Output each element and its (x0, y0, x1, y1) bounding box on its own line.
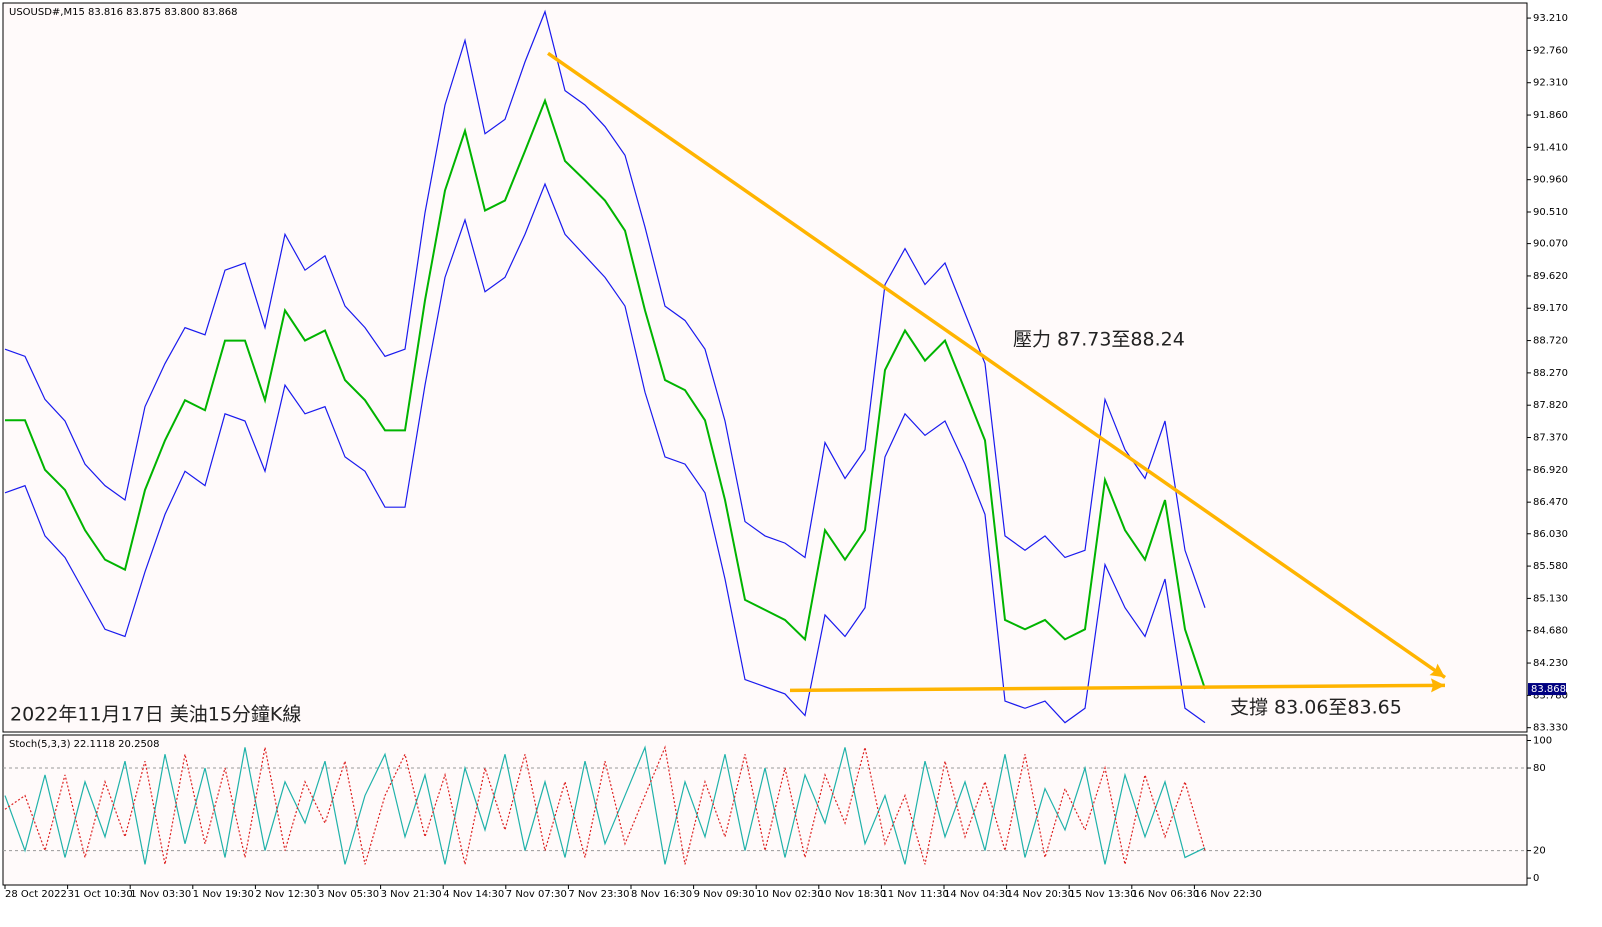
annotation: 2022年11月17日 美油15分鐘K線 (10, 704, 301, 726)
y-tick-label: 85.580 (1533, 561, 1568, 572)
last-price-box (1528, 683, 1566, 696)
trendline (547, 51, 1446, 679)
series-line (5, 97, 1206, 690)
panel-title: USOUSD#,M15 83.816 83.875 83.800 83.868 (9, 7, 238, 18)
x-tick-label: 9 Nov 09:30 (694, 889, 755, 900)
y-tick-label: 84.680 (1533, 626, 1568, 637)
x-tick-label: 28 Oct 2022 (5, 889, 67, 900)
trendline (789, 683, 1446, 693)
y-tick-label: 83.780 (1533, 690, 1568, 701)
y-tick-label: 87.370 (1533, 433, 1568, 444)
y-tick-label: 87.820 (1533, 400, 1568, 411)
y-tick-label: 86.030 (1533, 529, 1568, 540)
series-line (4, 745, 1206, 865)
series-line (4, 9, 1206, 608)
y-tick-label: 89.620 (1533, 271, 1568, 282)
y-tick-label: 80 (1533, 763, 1546, 774)
x-tick-label: 1 Nov 19:30 (193, 889, 254, 900)
x-tick-label: 14 Nov 20:30 (1007, 889, 1074, 900)
y-tick-label: 90.070 (1533, 239, 1568, 250)
annotation: 壓力 87.73至88.24 (1013, 329, 1185, 351)
y-tick-label: 20 (1533, 846, 1546, 857)
y-tick-label: 83.330 (1533, 723, 1568, 734)
last-price: 83.868 (1531, 684, 1566, 695)
x-tick-label: 10 Nov 02:30 (756, 889, 823, 900)
series-line (4, 182, 1206, 724)
y-tick-label: 91.860 (1533, 110, 1568, 121)
y-tick-label: 93.210 (1533, 13, 1568, 24)
x-tick-label: 1 Nov 03:30 (130, 889, 191, 900)
y-tick-label: 0 (1533, 873, 1539, 884)
y-tick-label: 92.760 (1533, 45, 1568, 56)
x-tick-label: 16 Nov 22:30 (1194, 889, 1261, 900)
annotation: 支撐 83.06至83.65 (1230, 697, 1402, 719)
x-tick-label: 14 Nov 04:30 (944, 889, 1011, 900)
y-tick-label: 89.170 (1533, 303, 1568, 314)
y-tick-label: 86.920 (1533, 465, 1568, 476)
x-tick-label: 8 Nov 16:30 (631, 889, 692, 900)
trend-arrow (1429, 663, 1445, 678)
y-tick-label: 92.310 (1533, 78, 1568, 89)
x-tick-label: 16 Nov 06:30 (1132, 889, 1199, 900)
y-tick-label: 88.270 (1533, 368, 1568, 379)
x-tick-label: 11 Nov 11:30 (881, 889, 948, 900)
x-tick-label: 15 Nov 13:30 (1069, 889, 1136, 900)
y-tick-label: 84.230 (1533, 658, 1568, 669)
panel-title: Stoch(5,3,3) 22.1118 20.2508 (9, 739, 160, 750)
y-tick-label: 100 (1533, 736, 1552, 747)
x-tick-label: 7 Nov 07:30 (506, 889, 567, 900)
y-tick-label: 88.720 (1533, 336, 1568, 347)
trend-arrow (1430, 678, 1445, 693)
x-tick-label: 10 Nov 18:30 (819, 889, 886, 900)
series-line (4, 745, 1206, 865)
price-panel (2, 2, 1528, 733)
y-tick-label: 86.470 (1533, 497, 1568, 508)
x-tick-label: 7 Nov 23:30 (568, 889, 629, 900)
x-tick-label: 3 Nov 21:30 (381, 889, 442, 900)
x-tick-label: 31 Oct 10:30 (68, 889, 133, 900)
y-tick-label: 90.960 (1533, 175, 1568, 186)
x-tick-label: 3 Nov 05:30 (318, 889, 379, 900)
x-tick-label: 2 Nov 12:30 (255, 889, 316, 900)
x-tick-label: 4 Nov 14:30 (443, 889, 504, 900)
y-tick-label: 85.130 (1533, 593, 1568, 604)
y-tick-label: 90.510 (1533, 207, 1568, 218)
y-tick-label: 91.410 (1533, 142, 1568, 153)
stoch-panel (2, 734, 1528, 886)
